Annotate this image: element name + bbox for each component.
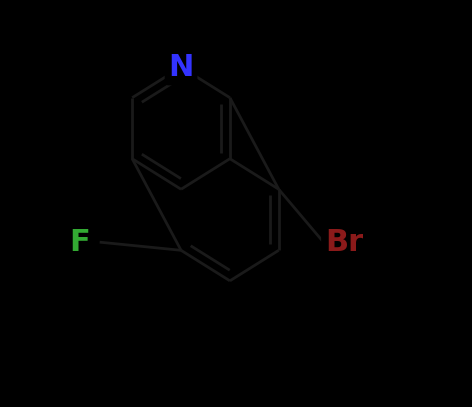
Text: Br: Br: [325, 228, 363, 257]
Text: F: F: [69, 228, 90, 257]
Text: N: N: [169, 53, 194, 82]
